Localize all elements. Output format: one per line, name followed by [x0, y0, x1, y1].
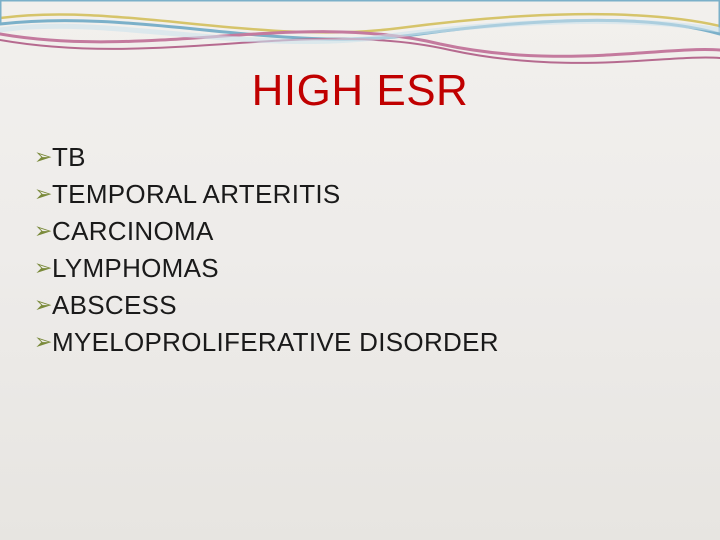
- list-item: ➢MYELOPROLIFERATIVE DISORDER: [34, 325, 674, 359]
- page-title: HIGH ESR: [0, 66, 720, 116]
- list-item-label: LYMPHOMAS: [52, 251, 219, 285]
- list-item: ➢TB: [34, 140, 674, 174]
- chevron-right-icon: ➢: [34, 288, 52, 322]
- chevron-right-icon: ➢: [34, 325, 52, 359]
- list-item: ➢LYMPHOMAS: [34, 251, 674, 285]
- list-item: ➢ABSCESS: [34, 288, 674, 322]
- chevron-right-icon: ➢: [34, 251, 52, 285]
- chevron-right-icon: ➢: [34, 177, 52, 211]
- list-item-label: CARCINOMA: [52, 214, 214, 248]
- list-item-label: MYELOPROLIFERATIVE DISORDER: [52, 325, 499, 359]
- list-item: ➢CARCINOMA: [34, 214, 674, 248]
- list-item-label: TEMPORAL ARTERITIS: [52, 177, 341, 211]
- list-item: ➢TEMPORAL ARTERITIS: [34, 177, 674, 211]
- bullet-list: ➢TB➢TEMPORAL ARTERITIS➢CARCINOMA➢LYMPHOM…: [34, 140, 674, 362]
- list-item-label: TB: [52, 140, 86, 174]
- list-item-label: ABSCESS: [52, 288, 177, 322]
- chevron-right-icon: ➢: [34, 140, 52, 174]
- chevron-right-icon: ➢: [34, 214, 52, 248]
